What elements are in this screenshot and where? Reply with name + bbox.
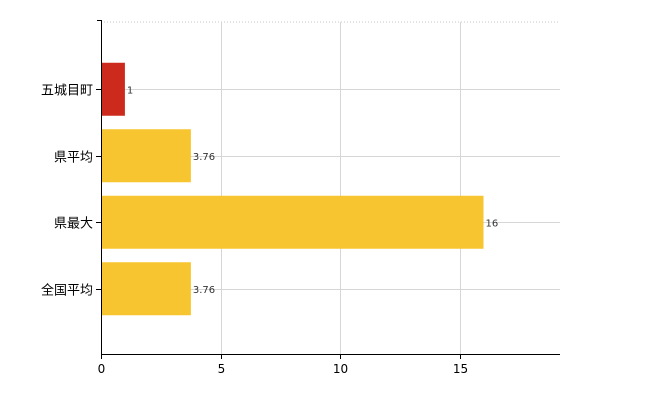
x-tick-label: 10 bbox=[333, 362, 348, 376]
category-label: 五城目町 bbox=[41, 84, 93, 99]
data-label: 1 bbox=[127, 85, 133, 96]
data-label: 3.76 bbox=[193, 285, 215, 296]
category-label: 県平均 bbox=[54, 151, 93, 166]
bars bbox=[102, 62, 484, 316]
bar bbox=[102, 62, 125, 116]
bar bbox=[102, 262, 191, 316]
x-tick-label: 15 bbox=[453, 362, 468, 376]
axes bbox=[96, 20, 560, 359]
x-tick-label: 0 bbox=[98, 362, 106, 376]
data-label: 16 bbox=[486, 218, 499, 229]
bar bbox=[102, 195, 484, 249]
x-tick-label: 5 bbox=[218, 362, 226, 376]
bar bbox=[102, 129, 191, 183]
data-label: 3.76 bbox=[193, 152, 215, 163]
category-label: 県最大 bbox=[54, 217, 93, 232]
category-label: 全国平均 bbox=[41, 283, 93, 299]
